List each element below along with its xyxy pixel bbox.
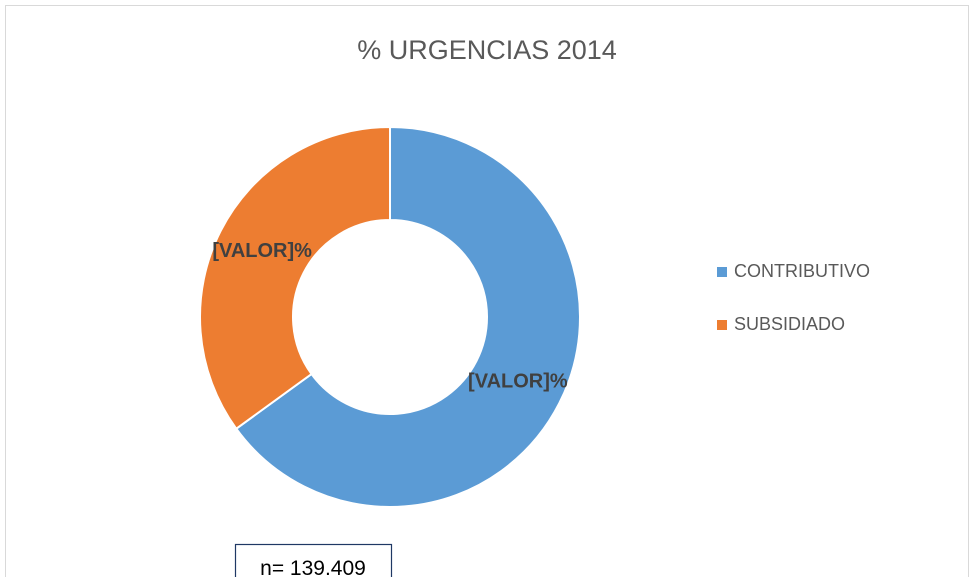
annotation-box: [234, 543, 393, 577]
legend-label: SUBSIDIADO: [734, 314, 845, 334]
legend-swatch: [717, 320, 727, 330]
chart-title: % URGENCIAS 2014: [357, 35, 617, 65]
legend-label: CONTRIBUTIVO: [734, 261, 870, 281]
annotation: n= 139.409: [260, 557, 366, 577]
data-label: [VALOR]%: [468, 370, 568, 392]
pie-slice: [234, 125, 581, 508]
data-label: [VALOR]%: [212, 240, 312, 262]
pie-slice: [199, 125, 391, 431]
legend-swatch: [717, 267, 727, 277]
